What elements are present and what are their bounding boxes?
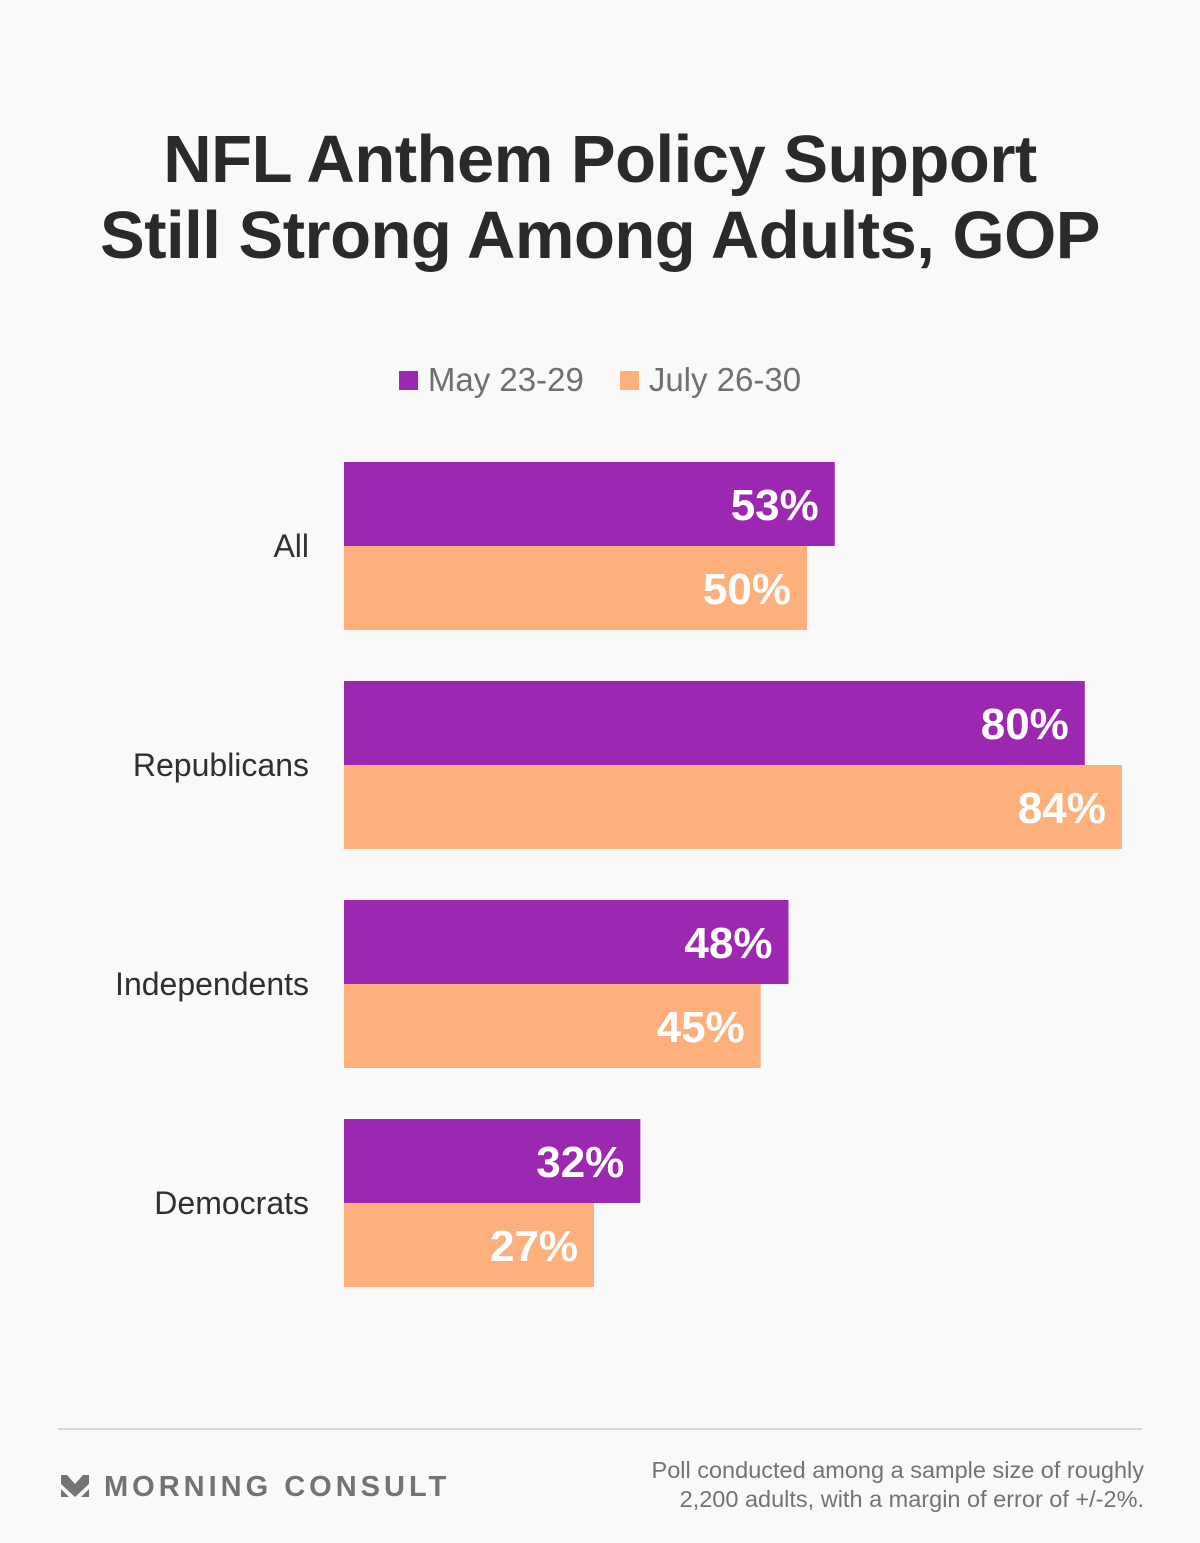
bar-may-democrats bbox=[344, 1119, 641, 1203]
bar-group-democrats: Democrats 32% 27% bbox=[154, 1119, 641, 1287]
bar-july-independents bbox=[344, 984, 761, 1068]
category-label: All bbox=[273, 528, 309, 564]
morning-consult-logo-icon bbox=[61, 1475, 89, 1497]
category-label: Independents bbox=[115, 966, 309, 1002]
chart-title-line-1: NFL Anthem Policy Support bbox=[163, 122, 1037, 197]
bar-value-label: 84% bbox=[1018, 784, 1106, 833]
legend-label-july: July 26-30 bbox=[648, 361, 802, 398]
category-label: Republicans bbox=[133, 747, 309, 783]
legend-label-may: May 23-29 bbox=[427, 361, 584, 398]
chart-title-line-2: Still Strong Among Adults, GOP bbox=[100, 198, 1100, 273]
category-label: Democrats bbox=[154, 1185, 309, 1221]
footer-divider bbox=[58, 1428, 1142, 1430]
bar-may-republicans bbox=[344, 681, 1085, 765]
bar-group-republicans: Republicans 80% 84% bbox=[133, 681, 1122, 849]
bar-may-all bbox=[344, 462, 835, 546]
bar-chart: All 53% 50% Republicans 80% 84% Independents 48… bbox=[115, 462, 1122, 1287]
bar-value-label: 32% bbox=[536, 1138, 624, 1187]
chart-legend: May 23-29 July 26-30 bbox=[0, 360, 1200, 400]
brand-name: MORNING CONSULT bbox=[104, 1471, 451, 1503]
legend-swatch-may-icon bbox=[398, 370, 418, 390]
bar-july-democrats bbox=[344, 1203, 595, 1287]
brand: MORNING CONSULT bbox=[60, 1470, 450, 1504]
chart-title: NFL Anthem Policy Support Still Strong A… bbox=[0, 122, 1200, 274]
bar-value-label: 50% bbox=[703, 565, 791, 614]
bar-may-independents bbox=[344, 900, 789, 984]
bar-group-all: All 53% 50% bbox=[273, 462, 835, 630]
footnote-line-2: 2,200 adults, with a margin of error of … bbox=[679, 1486, 1144, 1512]
bar-group-independents: Independents 48% 45% bbox=[115, 900, 789, 1068]
bar-value-label: 53% bbox=[731, 481, 819, 530]
bar-value-label: 27% bbox=[490, 1222, 578, 1271]
bar-value-label: 45% bbox=[657, 1003, 745, 1052]
bar-july-all bbox=[344, 546, 807, 630]
footnote-line-1: Poll conducted among a sample size of ro… bbox=[651, 1457, 1144, 1483]
footnote: Poll conducted among a sample size of ro… bbox=[652, 1456, 1144, 1514]
bar-value-label: 80% bbox=[981, 700, 1069, 749]
legend-item-may: May 23-29 bbox=[398, 360, 584, 400]
bar-value-label: 48% bbox=[684, 919, 772, 968]
legend-swatch-july-icon bbox=[619, 370, 639, 390]
legend-item-july: July 26-30 bbox=[619, 360, 802, 400]
bar-july-republicans bbox=[344, 765, 1122, 849]
